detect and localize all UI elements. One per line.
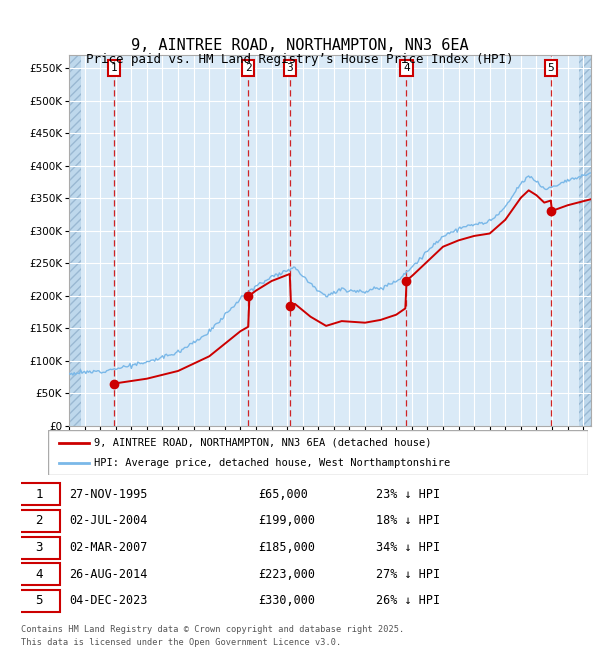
FancyBboxPatch shape: [18, 484, 61, 505]
FancyBboxPatch shape: [18, 537, 61, 558]
Text: 2: 2: [35, 515, 43, 528]
Text: 04-DEC-2023: 04-DEC-2023: [69, 594, 148, 607]
Text: HPI: Average price, detached house, West Northamptonshire: HPI: Average price, detached house, West…: [94, 458, 450, 469]
FancyBboxPatch shape: [18, 510, 61, 532]
Text: 18% ↓ HPI: 18% ↓ HPI: [376, 515, 440, 528]
FancyBboxPatch shape: [48, 430, 588, 474]
Text: £65,000: £65,000: [258, 488, 308, 500]
Text: 27% ↓ HPI: 27% ↓ HPI: [376, 568, 440, 581]
Text: 27-NOV-1995: 27-NOV-1995: [69, 488, 148, 500]
FancyBboxPatch shape: [18, 564, 61, 585]
Text: £199,000: £199,000: [258, 515, 315, 528]
Text: 2: 2: [245, 63, 251, 73]
Text: £223,000: £223,000: [258, 568, 315, 581]
Text: Contains HM Land Registry data © Crown copyright and database right 2025.: Contains HM Land Registry data © Crown c…: [21, 625, 404, 634]
Text: 5: 5: [547, 63, 554, 73]
Text: 9, AINTREE ROAD, NORTHAMPTON, NN3 6EA (detached house): 9, AINTREE ROAD, NORTHAMPTON, NN3 6EA (d…: [94, 437, 431, 448]
Text: 02-JUL-2004: 02-JUL-2004: [69, 515, 148, 528]
Text: Price paid vs. HM Land Registry’s House Price Index (HPI): Price paid vs. HM Land Registry’s House …: [86, 53, 514, 66]
Text: 26-AUG-2014: 26-AUG-2014: [69, 568, 148, 581]
Polygon shape: [580, 55, 591, 426]
Text: 1: 1: [35, 488, 43, 500]
Text: 26% ↓ HPI: 26% ↓ HPI: [376, 594, 440, 607]
Text: This data is licensed under the Open Government Licence v3.0.: This data is licensed under the Open Gov…: [21, 638, 341, 647]
FancyBboxPatch shape: [18, 590, 61, 612]
Text: 9, AINTREE ROAD, NORTHAMPTON, NN3 6EA: 9, AINTREE ROAD, NORTHAMPTON, NN3 6EA: [131, 38, 469, 53]
Text: 4: 4: [403, 63, 410, 73]
Text: 4: 4: [35, 568, 43, 581]
Polygon shape: [69, 55, 80, 426]
Text: 1: 1: [111, 63, 118, 73]
Text: £185,000: £185,000: [258, 541, 315, 554]
Text: £330,000: £330,000: [258, 594, 315, 607]
Text: 34% ↓ HPI: 34% ↓ HPI: [376, 541, 440, 554]
Text: 3: 3: [35, 541, 43, 554]
Text: 3: 3: [286, 63, 293, 73]
Text: 02-MAR-2007: 02-MAR-2007: [69, 541, 148, 554]
Text: 23% ↓ HPI: 23% ↓ HPI: [376, 488, 440, 500]
Text: 5: 5: [35, 594, 43, 607]
